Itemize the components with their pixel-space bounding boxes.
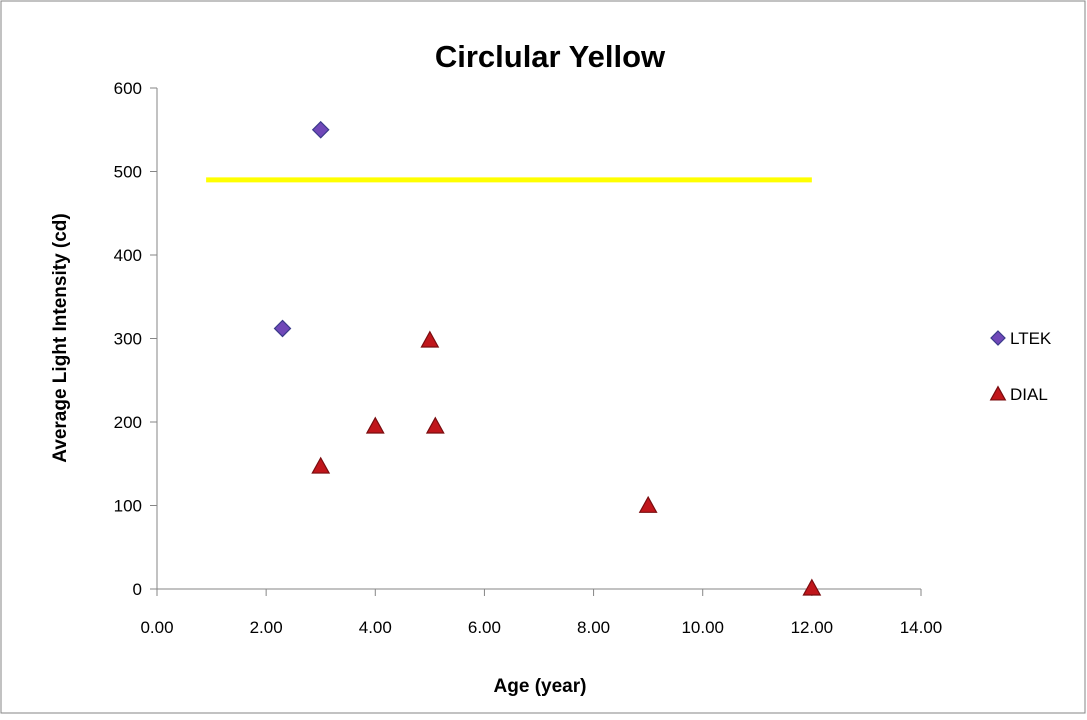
- ltek-point: [311, 120, 330, 139]
- legend-marker-dial: [989, 385, 1007, 401]
- x-tick-label: 8.00: [577, 618, 610, 637]
- y-tick-label: 600: [114, 79, 142, 98]
- y-axis-label: Average Light Intensity (cd): [50, 213, 71, 463]
- legend-label-ltek: LTEK: [1010, 329, 1052, 348]
- legend: LTEK DIAL: [989, 329, 1052, 404]
- dial-point: [311, 456, 331, 474]
- y-tick-label: 200: [114, 413, 142, 432]
- chart-title: Circlular Yellow: [435, 39, 666, 74]
- y-tick-label: 500: [114, 163, 142, 182]
- dial-point: [802, 578, 822, 596]
- dial-point: [425, 416, 445, 434]
- axes: 0 100 200 300 400 500 600 0.00 2.00 4.00 6.00 8.00 1…: [114, 79, 943, 637]
- y-tick-label: 100: [114, 497, 142, 516]
- x-axis-label: Age (year): [494, 676, 587, 697]
- dial-point: [420, 330, 440, 348]
- y-tick-label: 300: [114, 330, 142, 349]
- x-tick-label: 4.00: [359, 618, 392, 637]
- dial-point: [638, 495, 658, 513]
- dial-point: [365, 416, 385, 434]
- x-tick-label: 12.00: [791, 618, 834, 637]
- data-points: [273, 120, 822, 596]
- x-tick-label: 0.00: [140, 618, 173, 637]
- x-tick-label: 2.00: [250, 618, 283, 637]
- x-tick-label: 10.00: [681, 618, 724, 637]
- legend-marker-ltek: [990, 330, 1006, 346]
- y-tick-label: 400: [114, 246, 142, 265]
- x-tick-label: 6.00: [468, 618, 501, 637]
- legend-label-dial: DIAL: [1010, 385, 1048, 404]
- x-tick-label: 14.00: [900, 618, 943, 637]
- y-tick-label: 0: [133, 580, 142, 599]
- ltek-point: [273, 319, 292, 338]
